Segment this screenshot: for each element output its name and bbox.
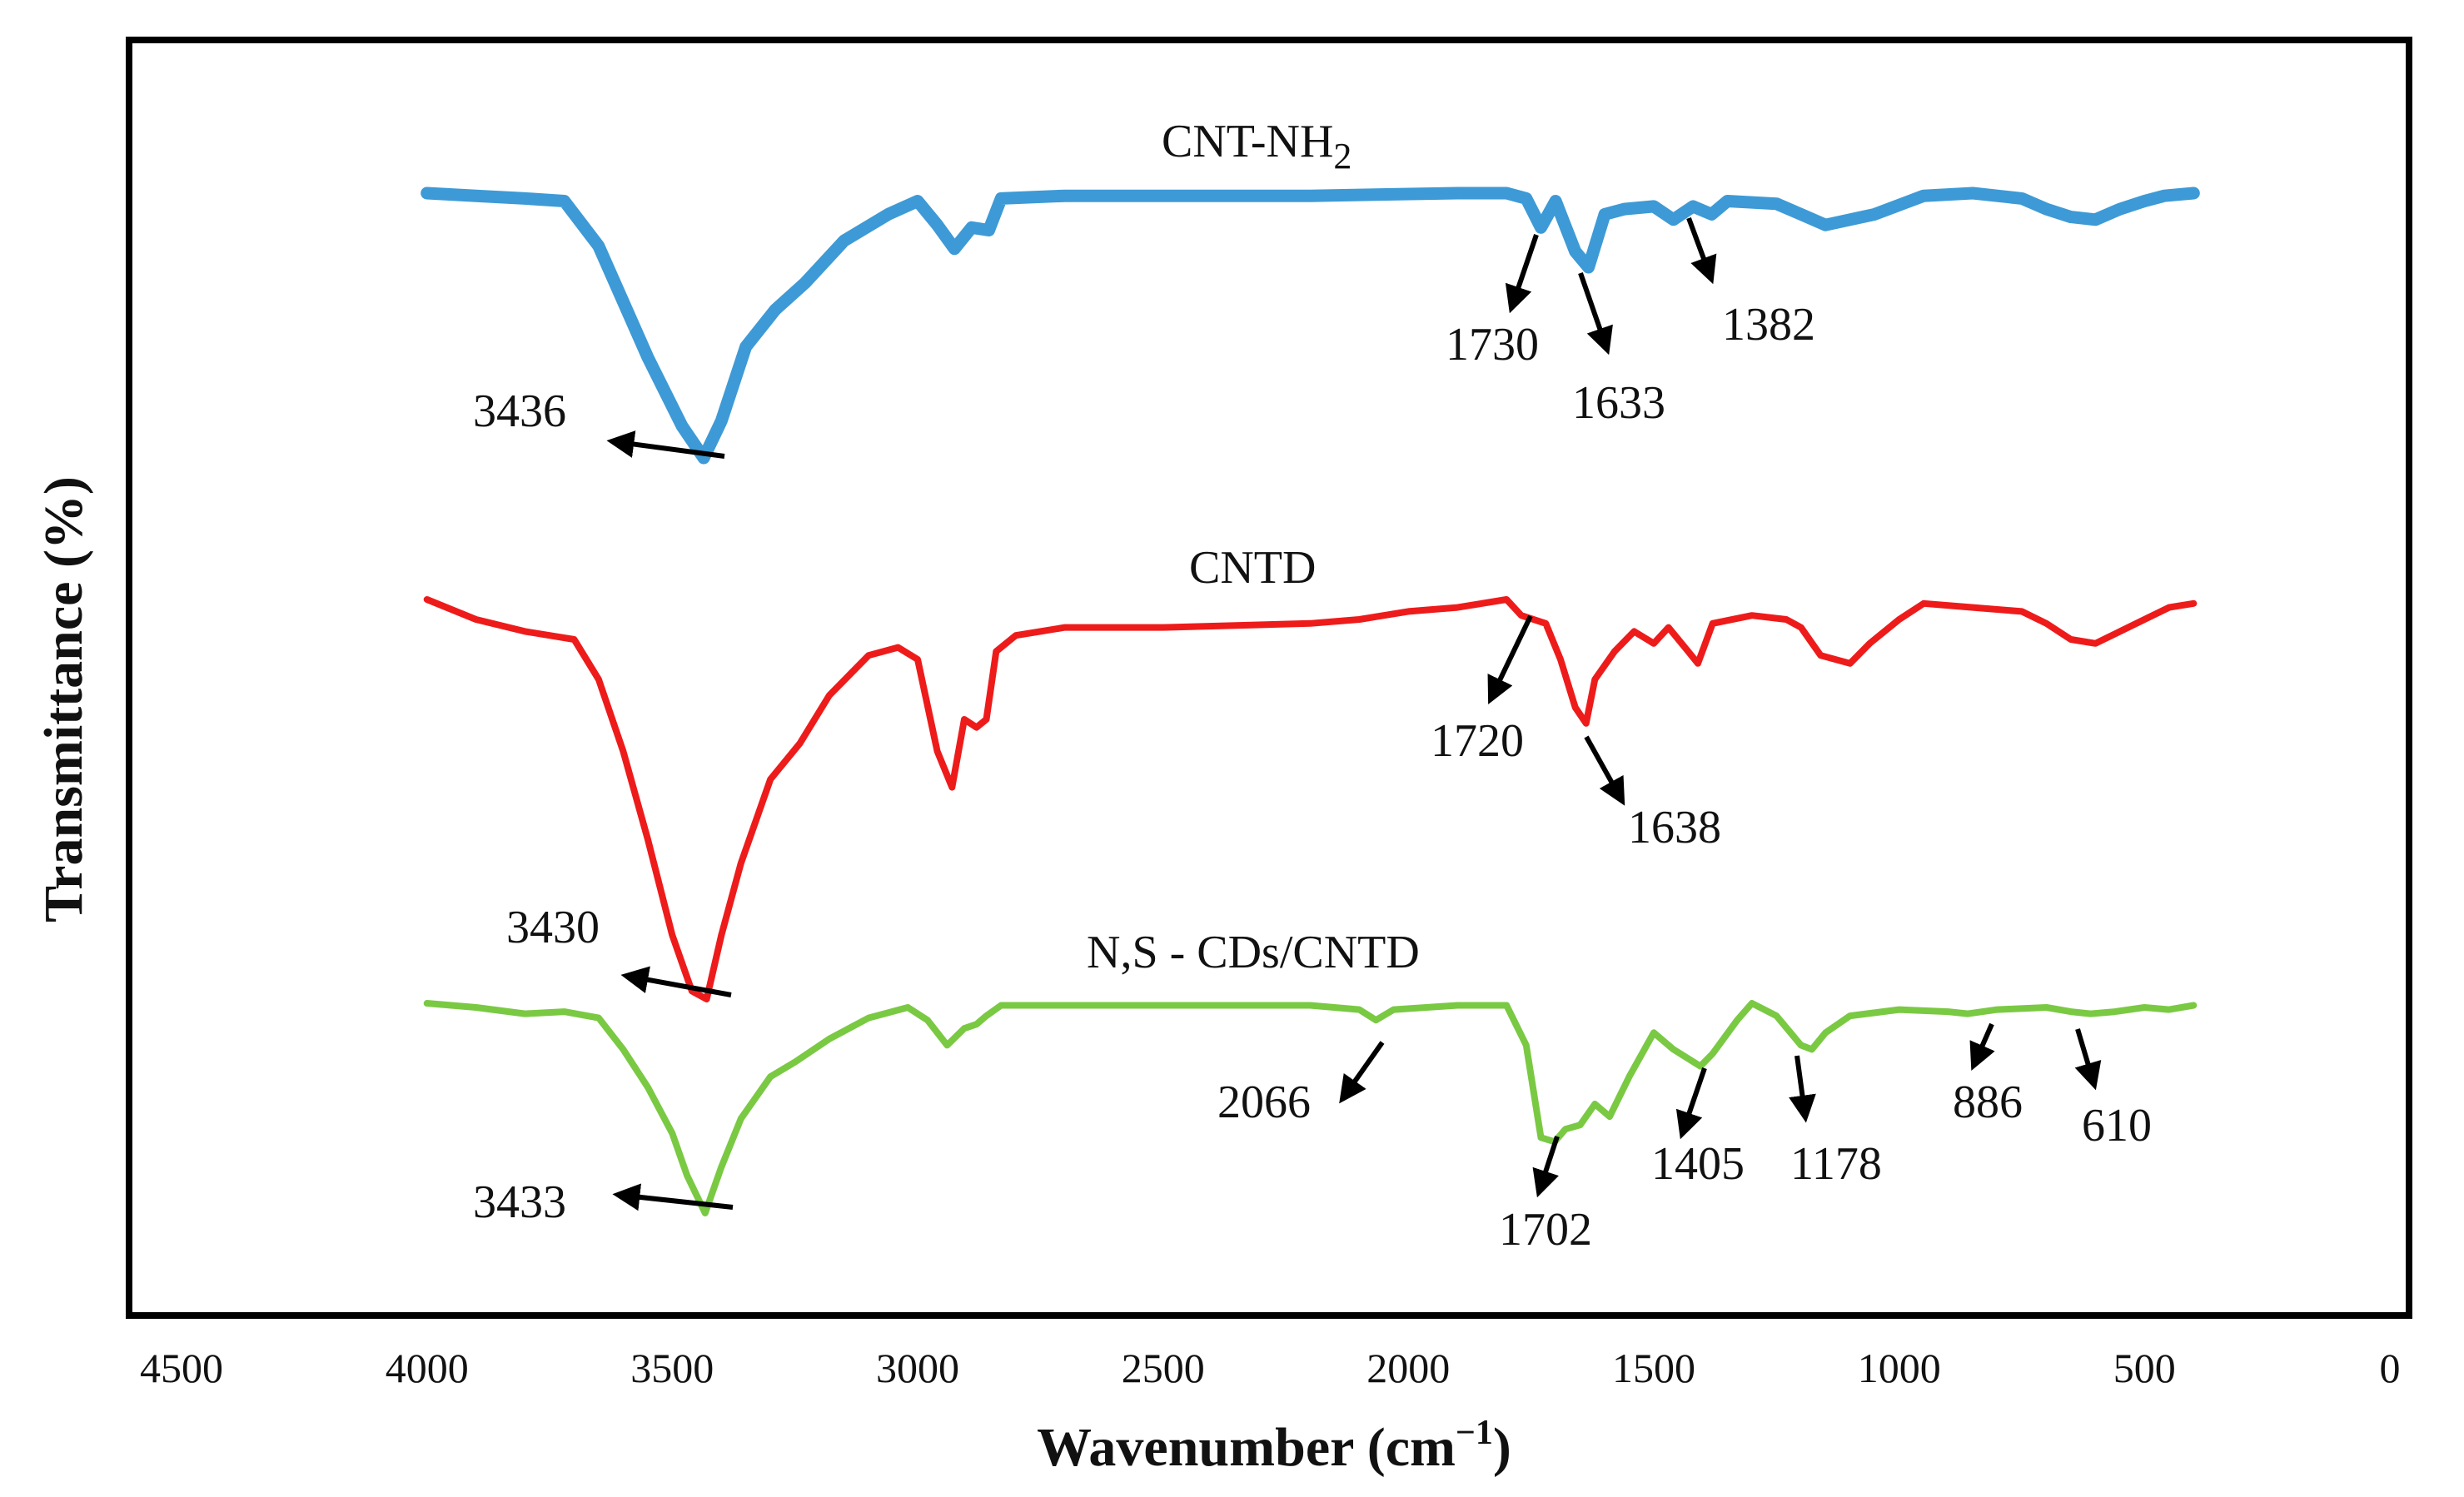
peak-arrow-1633	[1578, 272, 1613, 356]
series-label-ns-cds-cntd: N,S - CDs/CNTD	[1087, 927, 1420, 978]
x-tick-label: 0	[2380, 1345, 2401, 1391]
peak-label: 2066	[1217, 1077, 1311, 1128]
peak-label: 1178	[1790, 1138, 1882, 1190]
peak-arrow-1720	[1487, 614, 1533, 704]
peak-arrow-610	[2074, 1028, 2102, 1091]
peak-arrow-1382	[1686, 216, 1717, 285]
x-tick-label: 1500	[1612, 1345, 1695, 1391]
peak-label: 610	[2082, 1100, 2152, 1151]
series-line-ns-cds-cntd	[423, 1000, 2198, 1216]
peak-arrow-1730	[1505, 234, 1539, 314]
peak-arrow-3436	[606, 430, 725, 459]
peak-arrow-3433	[612, 1183, 734, 1211]
peak-label: 1382	[1722, 299, 1815, 351]
peak-arrow-3430	[620, 966, 732, 997]
x-tick-label: 4000	[386, 1345, 469, 1391]
peak-label: 1702	[1499, 1204, 1592, 1256]
series-line-cnt-nh2	[421, 187, 2200, 465]
peak-label: 1720	[1431, 715, 1524, 767]
peak-label: 1633	[1572, 377, 1665, 429]
y-axis-title: Transmittance (%)	[33, 476, 94, 923]
x-axis-title: Wavenumber (cm−1)	[1037, 1414, 1511, 1478]
peak-arrow-886	[1969, 1022, 1995, 1072]
x-tick-label: 2000	[1366, 1345, 1450, 1391]
x-tick-label: 4500	[140, 1345, 223, 1391]
x-tick-label: 1000	[1858, 1345, 1941, 1391]
peak-arrow-1405	[1675, 1067, 1707, 1140]
peak-labels: 3436 1730 1633 1382 3430 1720 1638 3433 …	[473, 299, 2152, 1256]
peak-label: 3430	[506, 902, 600, 953]
peak-label: 3433	[473, 1176, 566, 1228]
peak-label: 3436	[473, 385, 566, 437]
x-tick-label: 3500	[630, 1345, 714, 1391]
series-label-cnt-nh2: CNT-NH2	[1162, 116, 1351, 177]
x-axis-ticks: 4500 4000 3500 3000 2500 2000 1500 1000 …	[140, 1345, 2401, 1391]
peak-arrow-2066	[1339, 1041, 1385, 1104]
peak-label: 1638	[1628, 802, 1721, 853]
series-label-cntd: CNTD	[1189, 542, 1316, 594]
peak-label: 1730	[1446, 319, 1539, 371]
peak-arrows	[606, 216, 2102, 1211]
x-tick-label: 3000	[876, 1345, 959, 1391]
peak-label: 886	[1953, 1077, 2023, 1128]
x-tick-label: 500	[2113, 1345, 2176, 1391]
peak-label: 1405	[1651, 1138, 1745, 1190]
plot-frame	[126, 37, 2412, 1319]
peak-arrow-1702	[1532, 1136, 1560, 1198]
peak-arrow-1178	[1789, 1055, 1816, 1123]
series-line-cntd	[423, 596, 2198, 1002]
series-group	[421, 187, 2200, 1216]
peak-arrow-1638	[1584, 735, 1625, 806]
x-tick-label: 2500	[1122, 1345, 1205, 1391]
